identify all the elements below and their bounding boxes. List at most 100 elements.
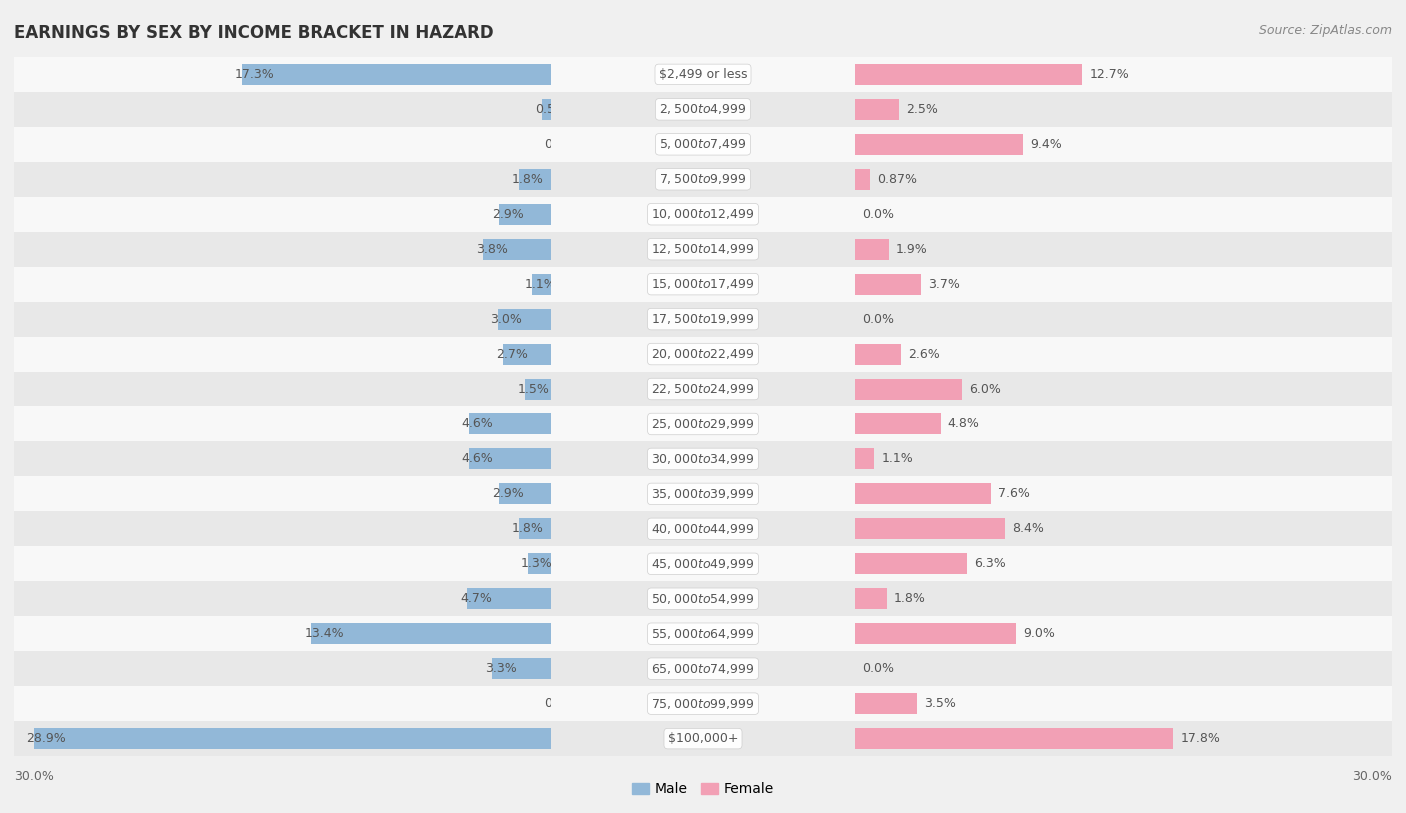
Text: 4.6%: 4.6%	[461, 418, 494, 430]
Text: 7.6%: 7.6%	[998, 488, 1029, 500]
Text: 1.9%: 1.9%	[896, 243, 928, 255]
Bar	[855, 64, 1083, 85]
Text: 3.0%: 3.0%	[491, 313, 523, 325]
Text: 1.8%: 1.8%	[512, 523, 544, 535]
Text: $100,000+: $100,000+	[668, 733, 738, 745]
Text: 12.7%: 12.7%	[1090, 68, 1129, 80]
Text: $17,500 to $19,999: $17,500 to $19,999	[651, 312, 755, 326]
Bar	[551, 511, 855, 546]
Bar	[855, 197, 1392, 232]
Bar	[14, 581, 551, 616]
Bar	[543, 99, 551, 120]
Bar	[551, 57, 855, 92]
Bar	[551, 337, 855, 372]
Bar	[503, 344, 551, 364]
Text: 0.0%: 0.0%	[862, 208, 894, 220]
Bar	[855, 344, 901, 364]
Text: 0.0%: 0.0%	[544, 138, 576, 150]
Bar	[855, 721, 1392, 756]
Bar	[855, 484, 991, 504]
Text: 1.8%: 1.8%	[512, 173, 544, 185]
Bar	[855, 379, 962, 399]
Text: $25,000 to $29,999: $25,000 to $29,999	[651, 417, 755, 431]
Bar	[499, 204, 551, 224]
Bar	[855, 449, 875, 469]
Text: 3.8%: 3.8%	[477, 243, 508, 255]
Bar	[551, 372, 855, 406]
Bar	[467, 589, 551, 609]
Bar	[551, 616, 855, 651]
Bar	[551, 232, 855, 267]
Text: 2.9%: 2.9%	[492, 208, 524, 220]
Text: 1.1%: 1.1%	[882, 453, 912, 465]
Bar	[519, 169, 551, 189]
Bar	[855, 441, 1392, 476]
Bar	[14, 651, 551, 686]
Bar	[855, 372, 1392, 406]
Bar	[551, 546, 855, 581]
Text: 2.5%: 2.5%	[907, 103, 938, 115]
Bar	[551, 686, 855, 721]
Text: $12,500 to $14,999: $12,500 to $14,999	[651, 242, 755, 256]
Text: 2.9%: 2.9%	[492, 488, 524, 500]
Text: $5,000 to $7,499: $5,000 to $7,499	[659, 137, 747, 151]
Text: $30,000 to $34,999: $30,000 to $34,999	[651, 452, 755, 466]
Text: $35,000 to $39,999: $35,000 to $39,999	[651, 487, 755, 501]
Bar	[855, 728, 1174, 749]
Bar	[855, 476, 1392, 511]
Bar	[470, 414, 551, 434]
Bar	[855, 511, 1392, 546]
Bar	[499, 484, 551, 504]
Text: $20,000 to $22,499: $20,000 to $22,499	[651, 347, 755, 361]
Text: Source: ZipAtlas.com: Source: ZipAtlas.com	[1258, 24, 1392, 37]
Text: $22,500 to $24,999: $22,500 to $24,999	[651, 382, 755, 396]
Text: 17.8%: 17.8%	[1181, 733, 1220, 745]
Bar	[855, 686, 1392, 721]
Text: 6.3%: 6.3%	[974, 558, 1007, 570]
Bar	[855, 162, 1392, 197]
Text: $45,000 to $49,999: $45,000 to $49,999	[651, 557, 755, 571]
Bar	[855, 99, 900, 120]
Text: 0.0%: 0.0%	[862, 313, 894, 325]
Bar	[855, 581, 1392, 616]
Text: 4.6%: 4.6%	[461, 453, 494, 465]
Bar	[34, 728, 551, 749]
Bar	[524, 379, 551, 399]
Text: 30.0%: 30.0%	[14, 770, 53, 783]
Text: $2,500 to $4,999: $2,500 to $4,999	[659, 102, 747, 116]
Bar	[14, 337, 551, 372]
Text: 4.7%: 4.7%	[460, 593, 492, 605]
Bar	[14, 476, 551, 511]
Text: 1.3%: 1.3%	[522, 558, 553, 570]
Bar	[551, 92, 855, 127]
Bar	[551, 476, 855, 511]
Bar	[855, 57, 1392, 92]
Bar	[484, 239, 551, 259]
Text: 9.0%: 9.0%	[1024, 628, 1054, 640]
Bar	[14, 616, 551, 651]
Bar	[14, 721, 551, 756]
Bar	[14, 406, 551, 441]
Text: 2.6%: 2.6%	[908, 348, 941, 360]
Bar	[492, 659, 551, 679]
Bar	[855, 169, 870, 189]
Text: 13.4%: 13.4%	[304, 628, 344, 640]
Bar	[14, 511, 551, 546]
Bar	[551, 162, 855, 197]
Text: $40,000 to $44,999: $40,000 to $44,999	[651, 522, 755, 536]
Bar	[551, 127, 855, 162]
Bar	[855, 267, 1392, 302]
Bar	[855, 624, 1015, 644]
Bar	[855, 274, 921, 294]
Text: 0.51%: 0.51%	[536, 103, 575, 115]
Bar	[14, 57, 551, 92]
Bar	[470, 449, 551, 469]
Legend: Male, Female: Male, Female	[627, 777, 779, 802]
Text: 3.7%: 3.7%	[928, 278, 960, 290]
Text: $50,000 to $54,999: $50,000 to $54,999	[651, 592, 755, 606]
Text: 3.5%: 3.5%	[924, 698, 956, 710]
Bar	[14, 372, 551, 406]
Bar	[855, 414, 941, 434]
Bar	[551, 406, 855, 441]
Bar	[855, 239, 889, 259]
